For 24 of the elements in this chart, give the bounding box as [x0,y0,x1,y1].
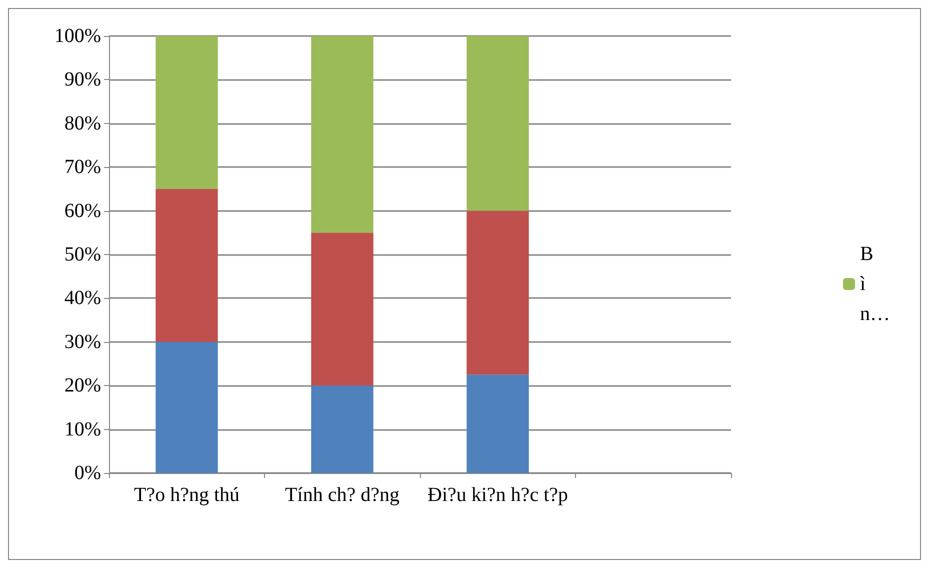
bar [466,210,529,375]
y-tick-label: 30% [64,330,101,353]
y-tick-label: 0% [74,462,101,484]
x-tick-label: Tính ch? d?ng [285,484,400,506]
legend-label: Bì n… [860,243,890,325]
bar [311,386,374,473]
y-tick-label: 80% [64,112,101,134]
bar [466,36,529,211]
y-tick-label: 50% [64,244,101,266]
y-tick-label: 90% [64,68,101,91]
y-tick-label: 40% [64,287,101,310]
bar [466,374,529,473]
y-tick-label: 100% [54,25,101,47]
bar [311,36,374,233]
y-tick-label: 10% [64,418,101,440]
bar [311,232,374,386]
x-tick-label: T?o h?ng thú [134,484,240,506]
y-tick-label: 20% [64,374,101,397]
bar [156,188,218,342]
x-tick-label: Đi?u ki?n h?c t?p [428,484,568,506]
bar [156,342,218,473]
y-tick-label: 60% [64,200,101,222]
bar [156,36,218,189]
y-tick-label: 70% [64,156,101,178]
